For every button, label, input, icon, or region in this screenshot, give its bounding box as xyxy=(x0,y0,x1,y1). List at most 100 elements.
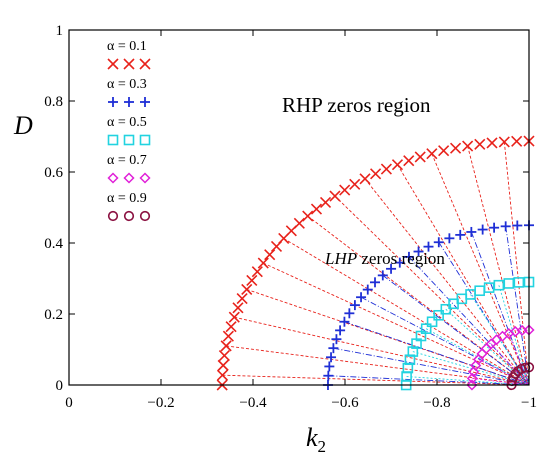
plot-frame xyxy=(68,29,530,386)
legend-entry-marker xyxy=(107,134,119,146)
series-point xyxy=(246,274,258,287)
series-point xyxy=(413,246,424,257)
series-radial-line xyxy=(382,275,530,386)
series-point xyxy=(329,190,341,202)
series-point xyxy=(228,311,240,323)
series-radial-line xyxy=(472,377,530,386)
series-point xyxy=(339,184,351,196)
series-radial-line xyxy=(222,374,530,386)
series-radial-line xyxy=(467,145,530,386)
x-tick-label: −0.8 xyxy=(423,395,450,411)
y-tick-label: 0.4 xyxy=(44,236,63,252)
legend-entry-marker xyxy=(107,58,119,70)
series-radial-line xyxy=(503,141,530,386)
series-radial-line xyxy=(397,164,530,386)
series-radial-line xyxy=(364,178,530,386)
series-radial-line xyxy=(263,262,530,386)
series-point xyxy=(513,277,525,288)
series-point xyxy=(339,316,350,327)
series-point xyxy=(468,366,480,378)
series-point xyxy=(257,257,269,269)
series-point xyxy=(328,343,339,354)
series-radial-line xyxy=(334,195,530,386)
series-point xyxy=(370,168,382,180)
series-point xyxy=(377,270,388,281)
series-radial-line xyxy=(246,288,530,386)
series-radial-line xyxy=(490,343,530,386)
annotation-lhp-prefix: LHP xyxy=(324,249,357,268)
series-radial-line xyxy=(470,294,530,386)
series-radial-line xyxy=(408,256,530,386)
series-point xyxy=(326,352,337,363)
x-tick-label: −0.6 xyxy=(331,395,359,411)
legend-entry-marker xyxy=(123,172,135,184)
series-point xyxy=(302,210,314,222)
annotation-lhp-zeros-region: LHP zeros region xyxy=(324,249,445,268)
y-tick-label: 0.8 xyxy=(44,94,63,110)
series-point xyxy=(335,325,346,336)
series-radial-line xyxy=(431,153,530,386)
series-radial-line xyxy=(333,347,530,386)
series-point xyxy=(344,308,355,319)
legend-entry-marker xyxy=(123,210,135,222)
y-tick-label: 0 xyxy=(56,378,64,394)
series-point xyxy=(444,233,455,244)
series-point xyxy=(380,163,392,175)
legend-entry-marker xyxy=(139,172,151,184)
annotation-rhp-zeros-region: RHP zeros region xyxy=(282,93,431,117)
legend-entry-marker xyxy=(124,97,134,107)
series-radial-line xyxy=(328,375,530,386)
series-point xyxy=(264,249,276,261)
series-radial-line xyxy=(478,359,530,386)
series-point xyxy=(433,237,444,248)
series-point xyxy=(480,342,492,355)
y-axis-label: D xyxy=(13,111,33,140)
series-point xyxy=(426,316,438,328)
series-radial-line xyxy=(445,308,530,386)
series-point xyxy=(386,263,397,274)
x-tick-label: −1 xyxy=(521,395,537,411)
legend-entry-marker xyxy=(123,58,135,70)
series-point xyxy=(222,330,234,342)
annotation-lhp-text: zeros region xyxy=(357,249,445,268)
series-point xyxy=(503,278,515,289)
series-point xyxy=(217,359,229,371)
series-point xyxy=(391,159,404,171)
series-point xyxy=(498,136,510,148)
x-tick-label: 0 xyxy=(65,395,73,411)
series-point xyxy=(474,138,486,150)
legend-entry-marker xyxy=(139,58,151,70)
series-point xyxy=(423,241,434,252)
series-point xyxy=(404,354,416,366)
legend: α = 0.1 α = 0.3 α = 0.5 α = 0.7 α = 0.9 xyxy=(107,39,151,222)
series-point xyxy=(236,292,248,305)
series-point xyxy=(426,148,438,160)
y-tick-label: 0.6 xyxy=(44,165,63,181)
series-point xyxy=(359,173,371,185)
series-point xyxy=(511,135,523,147)
legend-entry-label: α = 0.7 xyxy=(107,153,147,168)
legend-entry-label: α = 0.1 xyxy=(107,39,147,54)
series-radial-line xyxy=(438,242,530,386)
series-point xyxy=(474,285,485,297)
series-point xyxy=(218,350,230,362)
series-radial-line xyxy=(226,345,530,386)
series-point xyxy=(486,137,498,149)
series-point xyxy=(433,309,444,321)
series-point xyxy=(466,226,477,237)
series-point xyxy=(232,302,244,314)
series-radial-line xyxy=(344,321,530,386)
series-point xyxy=(512,220,523,231)
series-point xyxy=(356,292,367,303)
series-point xyxy=(450,142,462,154)
series-radial-line xyxy=(283,238,530,386)
series-point xyxy=(403,155,415,167)
x-axis-label-subscript: 2 xyxy=(318,437,327,456)
legend-entry-marker xyxy=(139,134,151,146)
series-point xyxy=(403,251,414,262)
series-layer xyxy=(216,135,535,391)
series-radial-line xyxy=(505,226,530,386)
legend-entry-marker xyxy=(108,97,118,107)
x-axis-label-main: k xyxy=(306,423,318,452)
annotation-rhp-text: RHP zeros region xyxy=(282,93,431,117)
